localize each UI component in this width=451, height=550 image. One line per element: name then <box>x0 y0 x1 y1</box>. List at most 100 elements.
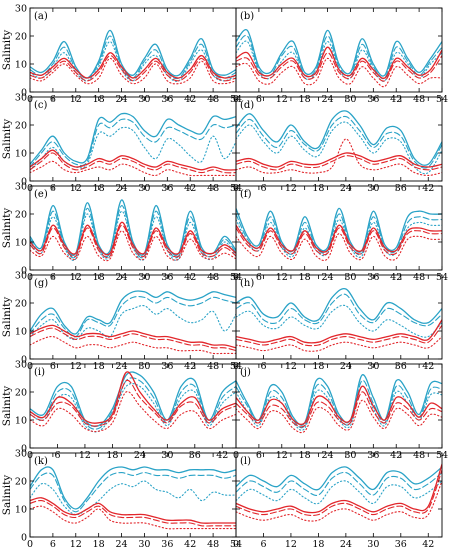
x-tick-label: 36 <box>161 539 173 550</box>
series-line-solid-red <box>236 319 442 344</box>
panel-letter: (f) <box>240 189 252 200</box>
x-tick-label: 48 <box>413 450 425 461</box>
x-tick-label: 18 <box>106 450 118 461</box>
panel-series-group <box>30 112 236 177</box>
series-line-dotted-red <box>30 391 236 433</box>
series-line-solid-red <box>236 463 442 514</box>
x-tick-label: 6 <box>54 450 60 461</box>
x-tick-label: 12 <box>276 450 288 461</box>
series-line-dashed-red <box>30 224 236 259</box>
x-tick-label: 42 <box>390 94 402 105</box>
series-line-solid-cyan <box>236 374 442 426</box>
panel-series-group <box>236 28 442 88</box>
y-tick-label: 0 <box>21 176 27 187</box>
y-tick-label: 20 <box>15 31 27 42</box>
series-line-dashed-red <box>30 327 236 352</box>
x-tick-label: 6 <box>260 183 266 194</box>
y-tick-label: 30 <box>15 359 27 370</box>
x-tick-label: 30 <box>344 94 356 105</box>
y-axis-label: Salinity <box>1 30 13 71</box>
x-tick-label: 24 <box>340 539 352 550</box>
panel-letter: (k) <box>34 456 48 467</box>
x-tick-label: 6 <box>50 361 56 372</box>
y-tick-label: 0 <box>21 443 27 454</box>
y-tick-label: 30 <box>15 92 27 103</box>
series-line-solid-red <box>30 497 236 524</box>
series-line-dotted-red <box>30 160 236 177</box>
series-line-dotted-cyan <box>236 219 442 258</box>
x-tick-label: 24 <box>134 450 146 461</box>
series-line-dashed-red <box>236 391 442 428</box>
panel-series-group <box>30 199 236 262</box>
x-tick-label: 30 <box>138 361 150 372</box>
panel-letter: (h) <box>240 278 254 289</box>
series-line-solid-red <box>236 152 442 168</box>
series-line-dotted-red <box>236 138 442 176</box>
panel-frame <box>29 363 237 449</box>
series-line-dashed-red <box>236 227 442 256</box>
series-line-solid-cyan <box>30 112 236 165</box>
series-line-dotted-red <box>30 335 236 355</box>
panel-k: 0612182430364248540102030(k)SalinityTime… <box>1 448 242 550</box>
x-tick-label: 6 <box>260 539 266 550</box>
series-line-dashed-red <box>30 55 236 82</box>
x-tick-label: 42 <box>390 450 402 461</box>
series-line-dashed-red <box>236 469 442 517</box>
series-line-dashed-red <box>30 152 236 174</box>
x-tick-label: 18 <box>312 183 324 194</box>
series-line-dashed-cyan <box>30 472 236 513</box>
series-line-solid-cyan <box>236 466 442 491</box>
y-axis-label: Salinity <box>1 297 13 338</box>
y-tick-label: 10 <box>15 237 27 248</box>
x-tick-label: 12 <box>79 450 91 461</box>
x-tick-label: 42 <box>216 450 228 461</box>
series-line-dotted-red <box>236 57 442 88</box>
series-line-solid-red <box>30 324 236 349</box>
panel-series-group <box>236 463 442 522</box>
x-tick-label: 12 <box>276 272 288 283</box>
y-tick-label: 0 <box>21 87 27 98</box>
panel-i: 061218243036420102030(i)Salinity <box>1 359 237 461</box>
panel-frame <box>235 185 443 271</box>
series-line-solid-red <box>30 149 236 171</box>
series-line-dotted-cyan <box>236 480 442 505</box>
panel-letter: (j) <box>240 367 251 378</box>
x-tick-label: 12 <box>70 539 82 550</box>
series-line-dotted-red <box>30 505 236 530</box>
series-line-solid-red <box>236 385 442 426</box>
x-tick-label: 18 <box>312 361 324 372</box>
panel-frame <box>29 96 237 182</box>
series-line-dotted-red <box>30 57 236 85</box>
x-tick-label: 24 <box>116 539 128 550</box>
panel-series-group <box>30 371 236 433</box>
series-line-solid-red <box>30 221 236 256</box>
series-line-dashed-red <box>236 324 442 347</box>
series-line-dashed-cyan <box>236 293 442 327</box>
x-tick-label: 42 <box>184 361 196 372</box>
x-tick-label: 12 <box>285 183 297 194</box>
x-tick-label: 36 <box>395 539 407 550</box>
series-line-dotted-cyan <box>236 304 442 338</box>
series-line-dotted-cyan <box>30 480 236 516</box>
x-tick-label: 24 <box>322 450 334 461</box>
series-line-solid-cyan <box>30 466 236 510</box>
x-tick-label: 54 <box>230 539 242 550</box>
x-tick-label: 0 <box>27 539 33 550</box>
x-tick-label: 42 <box>184 539 196 550</box>
y-axis-label: Salinity <box>1 208 13 249</box>
x-tick-label: 48 <box>207 539 219 550</box>
panel-series-group <box>236 374 442 434</box>
x-tick-label: 48 <box>413 94 425 105</box>
series-line-solid-cyan <box>236 287 442 324</box>
x-tick-label: 24 <box>340 183 352 194</box>
x-tick-label: 24 <box>340 361 352 372</box>
y-tick-label: 20 <box>15 476 27 487</box>
series-line-dashed-cyan <box>236 115 442 169</box>
y-tick-label: 20 <box>15 387 27 398</box>
series-line-dotted-red <box>236 480 442 522</box>
